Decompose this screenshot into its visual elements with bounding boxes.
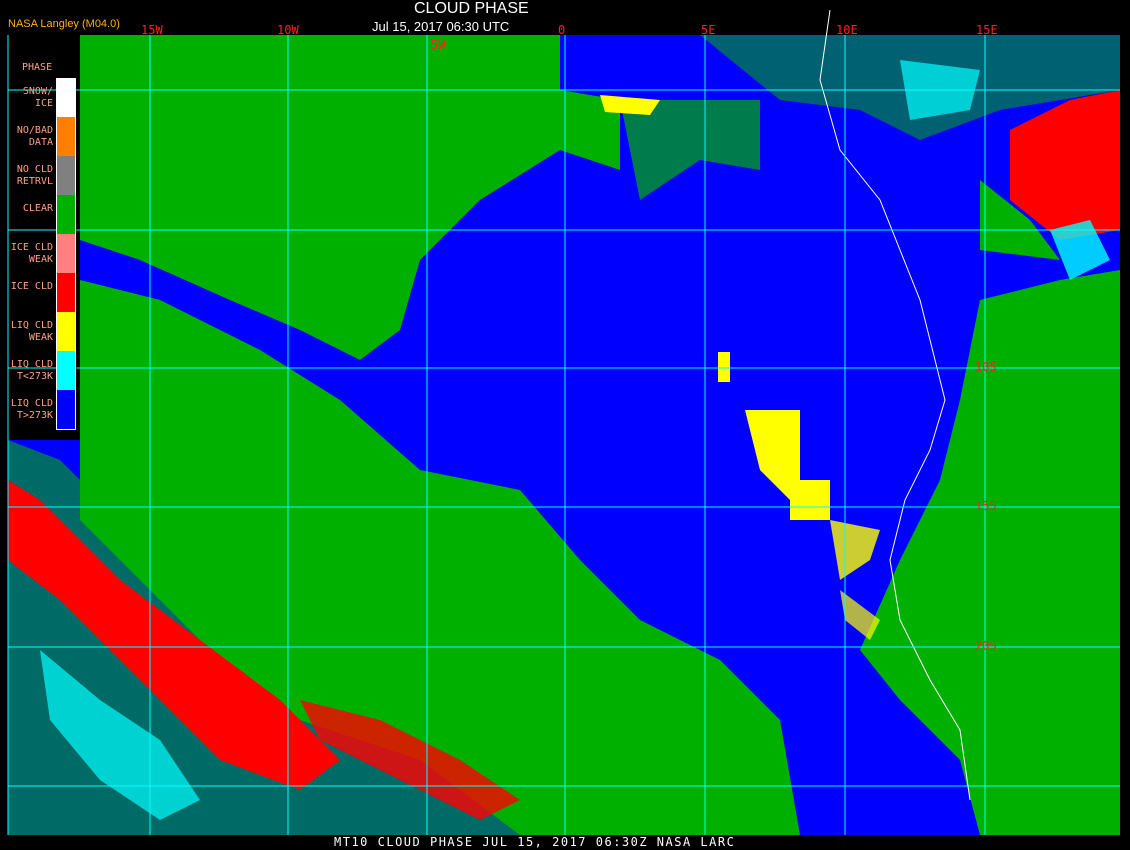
legend-label: LIQ CLD T>273K — [10, 398, 53, 421]
lon-label: 10W — [277, 23, 299, 37]
legend-swatch — [56, 234, 76, 273]
lat-label: 15S — [975, 499, 997, 513]
legend-swatch — [56, 273, 76, 312]
legend-label: NO/BAD DATA — [16, 125, 53, 148]
lon-label: 0 — [558, 23, 566, 37]
lat-label: 20S — [975, 639, 997, 653]
coastline — [819, 9, 971, 801]
lon-label: 15E — [976, 23, 998, 37]
lon-label: 10E — [836, 23, 858, 37]
legend-label: ICE CLD — [10, 281, 53, 292]
legend-label: NO CLD RETRVL — [16, 164, 53, 187]
map-datetime: Jul 15, 2017 06:30 UTC — [372, 19, 510, 34]
legend-label: LIQ CLD WEAK — [10, 320, 53, 343]
legend-swatch — [56, 390, 76, 430]
legend-title: PHASE — [22, 62, 53, 73]
footer-caption: MT10 CLOUD PHASE JUL 15, 2017 06:30Z NAS… — [334, 835, 736, 849]
ice-cloud-regions — [8, 90, 1120, 820]
lon-label: 5W — [431, 38, 446, 52]
map-title: CLOUD PHASE — [414, 0, 529, 17]
legend-label: ICE CLD WEAK — [10, 242, 53, 265]
legend-label: SNOW/ ICE — [22, 86, 53, 109]
legend-swatch — [56, 117, 76, 156]
lon-label: 5E — [701, 23, 716, 37]
legend-swatch — [56, 351, 76, 390]
legend-swatch — [56, 312, 76, 351]
lat-label: 10S — [975, 360, 997, 374]
credit-label: NASA Langley (M04.0) — [8, 18, 120, 30]
legend-swatch — [56, 156, 76, 195]
legend-label: CLEAR — [22, 203, 53, 214]
legend-label: LIQ CLD T<273K — [10, 359, 53, 382]
lon-label: 15W — [141, 23, 163, 37]
legend-swatch — [56, 78, 76, 118]
liquid-cloud-weak-regions — [600, 95, 880, 640]
legend-swatch — [56, 195, 76, 234]
